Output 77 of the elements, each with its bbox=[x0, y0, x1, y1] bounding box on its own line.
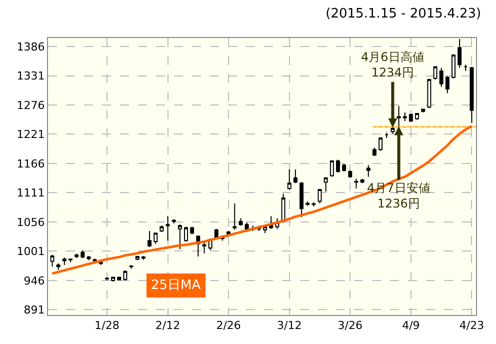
x-tick-label: 3/26 bbox=[338, 319, 362, 332]
annotation: 4月6日高値 1234円 bbox=[361, 50, 424, 80]
candlestick bbox=[300, 182, 304, 218]
candlestick bbox=[148, 230, 152, 248]
candlestick bbox=[384, 132, 389, 138]
candlestick bbox=[452, 54, 456, 79]
candlestick bbox=[141, 255, 146, 260]
candlestick bbox=[324, 177, 328, 192]
candlestick bbox=[281, 193, 286, 222]
x-tick-label: 4/9 bbox=[402, 319, 420, 332]
x-tick-label: 4/23 bbox=[459, 319, 484, 332]
candlestick bbox=[172, 218, 176, 224]
candlestick bbox=[390, 126, 395, 134]
candlestick bbox=[184, 226, 188, 242]
candlestick bbox=[378, 137, 383, 152]
y-tick-label: 1111 bbox=[16, 186, 45, 200]
candlestick bbox=[464, 64, 468, 72]
candlestick bbox=[166, 216, 170, 242]
candlestick bbox=[458, 38, 462, 68]
candlestick bbox=[86, 255, 91, 261]
candlestick bbox=[366, 164, 370, 178]
candlestick bbox=[415, 113, 420, 120]
candlestick bbox=[178, 224, 182, 250]
y-tick-label: 1276 bbox=[16, 98, 45, 112]
x-tick-label: 3/12 bbox=[277, 319, 302, 332]
candlestick bbox=[439, 67, 444, 88]
y-tick-label: 1221 bbox=[16, 128, 45, 142]
y-tick-label: 1331 bbox=[16, 70, 45, 83]
candlestick bbox=[202, 241, 206, 254]
candlestick bbox=[232, 202, 237, 230]
chart-title: (2015.1.15 - 2015.4.23) bbox=[326, 6, 482, 22]
candlestick bbox=[62, 257, 66, 266]
y-tick-label: 891 bbox=[24, 304, 45, 317]
candlestick bbox=[50, 254, 54, 268]
text: 25日MA bbox=[151, 278, 201, 293]
candlestick bbox=[293, 168, 298, 184]
candlestick bbox=[111, 276, 116, 282]
candlestick bbox=[354, 178, 358, 189]
candlestick bbox=[342, 164, 346, 172]
candlestick bbox=[104, 276, 109, 281]
candlestick bbox=[348, 170, 352, 178]
candlestick bbox=[287, 168, 292, 190]
candlestick bbox=[56, 262, 60, 270]
candlestick bbox=[330, 160, 334, 178]
candlestick bbox=[408, 113, 413, 122]
candlestick bbox=[312, 202, 316, 208]
y-tick-label: 1001 bbox=[16, 245, 45, 258]
x-tick-label: 2/12 bbox=[155, 319, 180, 332]
candlestick bbox=[160, 225, 164, 233]
candlestick bbox=[135, 255, 140, 261]
candlestick bbox=[68, 258, 72, 263]
x-tick-label: 1/28 bbox=[94, 319, 120, 332]
candlestick bbox=[74, 253, 79, 259]
y-tick-label: 946 bbox=[24, 274, 45, 288]
candlestick bbox=[336, 159, 340, 174]
candlestick bbox=[238, 218, 243, 226]
candlestick bbox=[129, 264, 134, 270]
candlestick bbox=[154, 232, 158, 244]
x-tick-label: 2/26 bbox=[216, 319, 241, 332]
y-tick-label: 1386 bbox=[16, 40, 45, 54]
candlestick bbox=[470, 66, 474, 124]
candlestick bbox=[306, 200, 310, 206]
candlestick bbox=[360, 178, 364, 184]
candlestick bbox=[427, 78, 432, 109]
candlestick bbox=[372, 147, 376, 157]
candlestick bbox=[445, 76, 450, 94]
line-series bbox=[51, 125, 473, 275]
candlestick bbox=[318, 189, 322, 204]
candlestick bbox=[433, 66, 438, 80]
candlestick bbox=[402, 112, 407, 122]
y-tick-label: 1166 bbox=[16, 157, 45, 170]
candlestick bbox=[117, 276, 122, 281]
candlestick bbox=[421, 108, 426, 113]
y-tick-label: 1056 bbox=[16, 216, 45, 229]
candlestick bbox=[80, 250, 85, 259]
candlestick bbox=[190, 226, 194, 235]
candlestick bbox=[123, 270, 128, 281]
